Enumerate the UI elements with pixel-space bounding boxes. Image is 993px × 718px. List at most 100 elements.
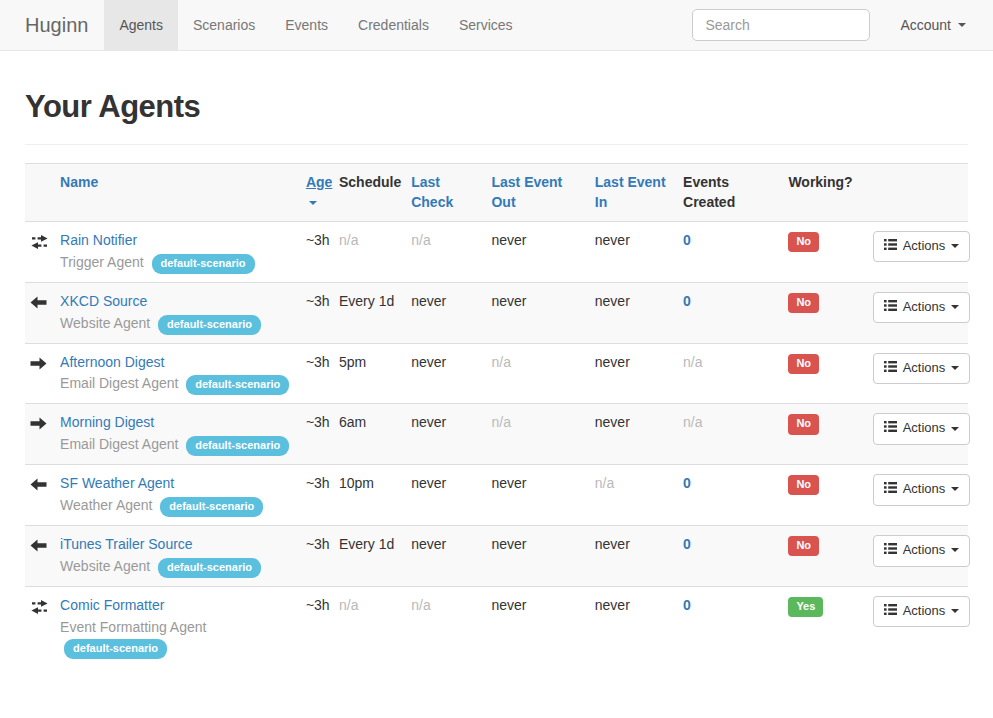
agent-events-created-cell: 0 <box>683 221 788 282</box>
chevron-down-icon <box>951 548 959 552</box>
actions-button-label: Actions <box>903 237 946 255</box>
arrow-left-icon <box>30 539 47 552</box>
agent-name-link[interactable]: Afternoon Digest <box>60 354 164 370</box>
working-badge: No <box>788 293 819 313</box>
actions-button[interactable]: Actions <box>873 596 971 627</box>
agent-type-line: Email Digest Agent default-scenario <box>60 435 300 456</box>
agent-age-cell: ~3h <box>306 404 339 465</box>
list-icon <box>884 237 897 255</box>
agent-working-cell: Yes <box>788 587 872 667</box>
agent-last-event-out-cell: n/a <box>491 343 594 404</box>
agent-age-cell: ~3h <box>306 221 339 282</box>
actions-button[interactable]: Actions <box>873 535 971 566</box>
arrow-right-icon <box>30 357 47 370</box>
events-created-link[interactable]: 0 <box>683 232 691 248</box>
agent-last-check-cell: never <box>411 465 491 526</box>
actions-button-label: Actions <box>903 602 946 620</box>
agent-working-cell: No <box>788 465 872 526</box>
scenario-badge[interactable]: default-scenario <box>152 254 255 274</box>
column-header-actions <box>873 164 968 222</box>
events-created-link[interactable]: 0 <box>683 597 691 613</box>
agent-type: Website Agent <box>60 558 154 574</box>
agent-type-line: Email Digest Agent default-scenario <box>60 374 300 395</box>
agent-type: Trigger Agent <box>60 254 147 270</box>
column-header-age[interactable]: Age <box>306 164 339 222</box>
account-label: Account <box>900 17 951 33</box>
nav-item-services[interactable]: Services <box>444 0 528 50</box>
events-created-link[interactable]: 0 <box>683 475 691 491</box>
actions-button[interactable]: Actions <box>873 413 971 444</box>
scenario-badge[interactable]: default-scenario <box>158 558 261 578</box>
divider <box>25 144 968 145</box>
agent-events-created-cell: n/a <box>683 404 788 465</box>
list-icon <box>884 480 897 498</box>
actions-button-label: Actions <box>903 541 946 559</box>
agent-working-cell: No <box>788 526 872 587</box>
table-row: Rain Notifier Trigger Agent default-scen… <box>25 221 968 282</box>
agent-schedule-cell: Every 1d <box>339 282 411 343</box>
agent-name-link[interactable]: Comic Formatter <box>60 597 164 613</box>
nav-item-agents[interactable]: Agents <box>104 0 178 50</box>
column-header-last-event-in[interactable]: Last Event In <box>595 164 683 222</box>
events-created-link[interactable]: 0 <box>683 536 691 552</box>
agent-age-cell: ~3h <box>306 343 339 404</box>
list-icon <box>884 298 897 316</box>
column-header-name[interactable]: Name <box>60 164 306 222</box>
agent-type-line: Website Agent default-scenario <box>60 314 300 335</box>
agent-name-link[interactable]: Morning Digest <box>60 414 154 430</box>
scenario-badge[interactable]: default-scenario <box>64 639 167 659</box>
agent-age-cell: ~3h <box>306 465 339 526</box>
column-header-last-event-out[interactable]: Last Event Out <box>491 164 594 222</box>
nav-item-scenarios[interactable]: Scenarios <box>178 0 270 50</box>
working-badge: Yes <box>788 597 823 617</box>
brand-link[interactable]: Huginn <box>0 0 104 50</box>
table-row: Afternoon Digest Email Digest Agent defa… <box>25 343 968 404</box>
chevron-down-icon <box>951 366 959 370</box>
scenario-badge[interactable]: default-scenario <box>158 315 261 335</box>
working-badge: No <box>788 354 819 374</box>
table-header-row: NameAgeScheduleLast CheckLast Event OutL… <box>25 164 968 222</box>
agents-table: NameAgeScheduleLast CheckLast Event OutL… <box>25 163 968 667</box>
agent-name-link[interactable]: Rain Notifier <box>60 232 137 248</box>
agent-age-cell: ~3h <box>306 282 339 343</box>
arrow-left-icon <box>30 478 47 491</box>
exchange-icon <box>30 235 49 249</box>
column-header-last-check[interactable]: Last Check <box>411 164 491 222</box>
agent-last-check-cell: never <box>411 526 491 587</box>
list-icon <box>884 419 897 437</box>
table-row: XKCD Source Website Agent default-scenar… <box>25 282 968 343</box>
actions-button[interactable]: Actions <box>873 231 971 262</box>
actions-button[interactable]: Actions <box>873 474 971 505</box>
column-header-working: Working? <box>788 164 872 222</box>
nav-item-credentials[interactable]: Credentials <box>343 0 444 50</box>
actions-button-label: Actions <box>903 480 946 498</box>
table-row: SF Weather Agent Weather Agent default-s… <box>25 465 968 526</box>
nav-item-events[interactable]: Events <box>270 0 343 50</box>
navbar-menu: AgentsScenariosEventsCredentialsServices <box>104 0 527 50</box>
actions-button[interactable]: Actions <box>873 353 971 384</box>
scenario-badge[interactable]: default-scenario <box>186 375 289 395</box>
search-input[interactable] <box>692 9 870 41</box>
agent-age-cell: ~3h <box>306 526 339 587</box>
actions-button[interactable]: Actions <box>873 292 971 323</box>
agent-type: Email Digest Agent <box>60 436 182 452</box>
agent-name-link[interactable]: SF Weather Agent <box>60 475 174 491</box>
account-menu[interactable]: Account <box>900 17 966 33</box>
chevron-down-icon <box>951 487 959 491</box>
agent-last-event-in-cell: never <box>595 221 683 282</box>
actions-button-label: Actions <box>903 359 946 377</box>
agent-last-event-out-cell: never <box>491 221 594 282</box>
events-created-link[interactable]: 0 <box>683 293 691 309</box>
table-row: Morning Digest Email Digest Agent defaul… <box>25 404 968 465</box>
agent-name-link[interactable]: iTunes Trailer Source <box>60 536 193 552</box>
scenario-badge[interactable]: default-scenario <box>160 497 263 517</box>
agent-last-check-cell: n/a <box>411 221 491 282</box>
list-icon <box>884 541 897 559</box>
exchange-icon <box>30 600 49 614</box>
agent-last-check-cell: n/a <box>411 587 491 667</box>
agent-type-line: Trigger Agent default-scenario <box>60 253 300 274</box>
agent-name-link[interactable]: XKCD Source <box>60 293 147 309</box>
agent-working-cell: No <box>788 404 872 465</box>
agent-events-created-cell: 0 <box>683 465 788 526</box>
scenario-badge[interactable]: default-scenario <box>186 436 289 456</box>
